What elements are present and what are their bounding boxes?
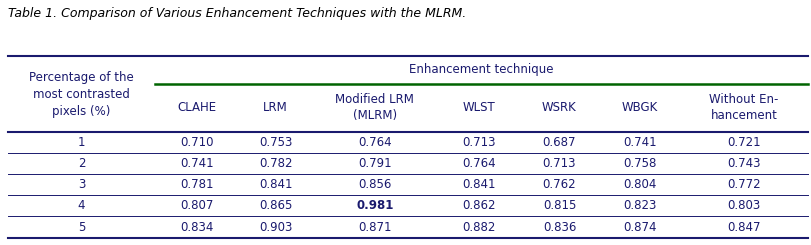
Text: 0.847: 0.847 xyxy=(727,220,760,233)
Text: CLAHE: CLAHE xyxy=(178,101,217,114)
Text: 0.753: 0.753 xyxy=(259,136,292,149)
Text: 0.803: 0.803 xyxy=(727,199,760,212)
Text: LRM: LRM xyxy=(263,101,288,114)
Text: 0.804: 0.804 xyxy=(623,178,656,191)
Text: 0.834: 0.834 xyxy=(181,220,214,233)
Text: Table 1. Comparison of Various Enhancement Techniques with the MLRM.: Table 1. Comparison of Various Enhanceme… xyxy=(8,7,466,20)
Text: 0.713: 0.713 xyxy=(461,136,496,149)
Text: 0.874: 0.874 xyxy=(622,220,656,233)
Text: 1: 1 xyxy=(78,136,85,149)
Text: 0.762: 0.762 xyxy=(542,178,576,191)
Text: 0.836: 0.836 xyxy=(542,220,576,233)
Text: 0.741: 0.741 xyxy=(180,157,214,170)
Text: 0.791: 0.791 xyxy=(358,157,391,170)
Text: WLST: WLST xyxy=(462,101,495,114)
Text: 0.713: 0.713 xyxy=(542,157,576,170)
Text: 0.721: 0.721 xyxy=(727,136,760,149)
Text: 0.815: 0.815 xyxy=(542,199,576,212)
Text: 0.882: 0.882 xyxy=(461,220,495,233)
Text: 0.981: 0.981 xyxy=(356,199,393,212)
Text: 0.823: 0.823 xyxy=(623,199,656,212)
Text: 0.865: 0.865 xyxy=(259,199,292,212)
Text: Enhancement technique: Enhancement technique xyxy=(409,63,553,76)
Text: 0.687: 0.687 xyxy=(542,136,576,149)
Text: 0.856: 0.856 xyxy=(358,178,391,191)
Text: 0.871: 0.871 xyxy=(358,220,391,233)
Text: 0.710: 0.710 xyxy=(181,136,214,149)
Text: 0.741: 0.741 xyxy=(622,136,656,149)
Text: 0.841: 0.841 xyxy=(461,178,496,191)
Text: 0.758: 0.758 xyxy=(623,157,656,170)
Text: 2: 2 xyxy=(78,157,85,170)
Text: 0.743: 0.743 xyxy=(727,157,760,170)
Text: Modified LRM
(MLRM): Modified LRM (MLRM) xyxy=(335,93,414,122)
Text: 0.781: 0.781 xyxy=(181,178,214,191)
Text: 0.782: 0.782 xyxy=(259,157,292,170)
Text: 0.807: 0.807 xyxy=(181,199,214,212)
Text: 0.862: 0.862 xyxy=(461,199,496,212)
Text: 0.841: 0.841 xyxy=(259,178,292,191)
Text: 0.764: 0.764 xyxy=(461,157,496,170)
Text: 5: 5 xyxy=(78,220,85,233)
Text: Without En-
hancement: Without En- hancement xyxy=(709,93,778,122)
Text: 0.772: 0.772 xyxy=(727,178,760,191)
Text: 4: 4 xyxy=(78,199,85,212)
Text: 0.903: 0.903 xyxy=(259,220,292,233)
Text: 3: 3 xyxy=(78,178,85,191)
Text: WSRK: WSRK xyxy=(542,101,576,114)
Text: Percentage of the
most contrasted
pixels (%): Percentage of the most contrasted pixels… xyxy=(29,71,134,118)
Text: 0.764: 0.764 xyxy=(358,136,391,149)
Text: WBGK: WBGK xyxy=(621,101,657,114)
